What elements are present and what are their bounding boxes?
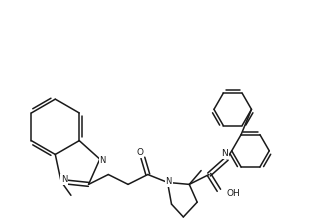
Text: N: N (100, 156, 106, 165)
Text: N: N (165, 177, 172, 186)
Text: O: O (137, 148, 143, 157)
Text: N: N (222, 149, 228, 158)
Text: OH: OH (227, 189, 240, 198)
Text: N: N (61, 175, 67, 184)
